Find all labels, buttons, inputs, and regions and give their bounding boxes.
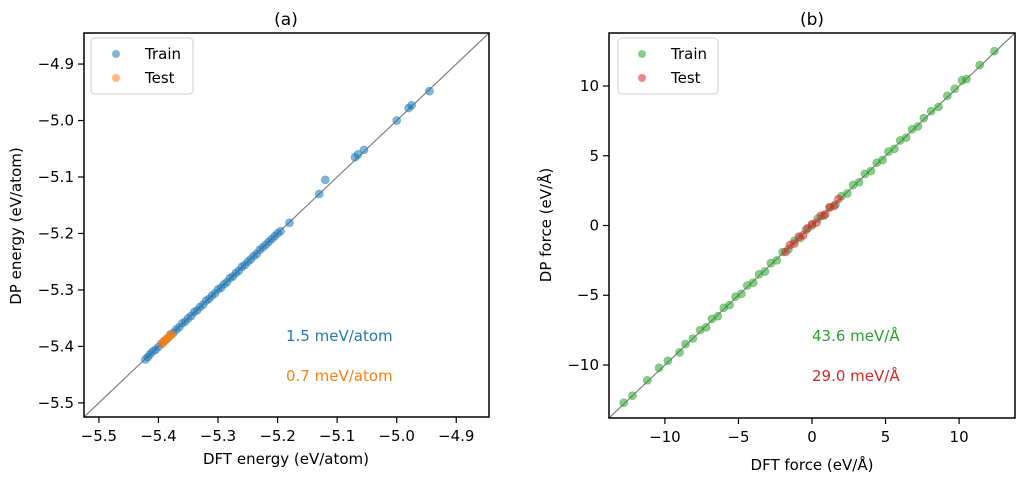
data-point-test xyxy=(812,218,821,228)
plot-area: −10 −5 0 5 10 −10 −5 0 5 10 xyxy=(567,32,1016,446)
data-point-train xyxy=(737,289,746,299)
y-tick-label: 10 xyxy=(580,77,599,95)
legend-label-train: Train xyxy=(670,45,707,63)
data-point-test xyxy=(829,201,839,211)
y-axis-label: DP force (eV/Å) xyxy=(536,168,555,282)
data-point-train xyxy=(934,102,943,112)
data-point-test xyxy=(820,210,830,219)
legend-marker-test xyxy=(638,74,646,82)
x-axis-label: DFT energy (eV/atom) xyxy=(203,450,369,468)
legend-label-train: Train xyxy=(144,45,181,63)
train-error-annotation: 43.6 meV/Å xyxy=(812,326,900,345)
data-point-train xyxy=(688,334,698,343)
data-point-train xyxy=(878,155,887,165)
plot-area: −5.5 −5.4 −5.3 −5.2 −5.1 −5.0 −4.9 −5.5 −5.4 −5.3… xyxy=(38,32,490,445)
axes-frame xyxy=(83,32,490,418)
x-tick-label: −5.3 xyxy=(200,427,236,445)
data-point-train xyxy=(407,100,416,110)
data-point-test xyxy=(834,194,843,204)
y-tick-label: −5.5 xyxy=(38,394,74,412)
x-tick-label: −5.1 xyxy=(319,427,355,445)
data-point-test xyxy=(798,230,808,240)
y-tick-label: −5.1 xyxy=(38,168,74,186)
train-error-annotation: 1.5 meV/atom xyxy=(286,327,393,345)
x-axis-label: DFT force (eV/Å) xyxy=(751,455,874,474)
data-point-train xyxy=(276,226,285,236)
y-tick-label: −5.0 xyxy=(38,112,74,130)
legend-label-test: Test xyxy=(670,69,701,87)
data-point-train xyxy=(901,133,911,142)
x-tick-label: −5 xyxy=(727,428,749,446)
legend-marker-train xyxy=(112,50,120,58)
data-point-train xyxy=(642,376,652,385)
x-tick-label: 5 xyxy=(881,428,891,446)
data-layer xyxy=(609,33,1015,418)
y-tick-label: −5.4 xyxy=(38,337,74,355)
x-tick-label: −5.2 xyxy=(259,427,295,445)
data-point-train xyxy=(285,218,294,228)
y-tick-label: −5 xyxy=(577,286,599,304)
data-point-train xyxy=(913,122,923,131)
test-error-annotation: 29.0 meV/Å xyxy=(812,366,900,385)
chart-title: (b) xyxy=(800,10,824,30)
legend-marker-test xyxy=(112,74,120,82)
data-point-train xyxy=(843,189,852,198)
data-point-train xyxy=(854,177,864,187)
y-axis-label: DP energy (eV/atom) xyxy=(7,147,25,305)
data-point-train xyxy=(619,398,629,407)
x-tick-label: −5.0 xyxy=(378,427,414,445)
test-error-annotation: 0.7 meV/atom xyxy=(286,367,393,385)
y-tick-label: −4.9 xyxy=(38,55,74,73)
y-tick-label: 5 xyxy=(589,147,599,165)
data-point-train xyxy=(314,189,324,199)
legend-marker-train xyxy=(638,50,646,58)
x-tick-label: −5.5 xyxy=(81,427,117,445)
x-tick-label: −10 xyxy=(649,428,681,446)
data-point-train xyxy=(975,60,984,70)
legend: Train Test xyxy=(90,37,194,95)
data-point-train xyxy=(890,144,899,154)
data-point-train xyxy=(654,363,664,373)
data-point-train xyxy=(772,256,781,265)
y-tick-label: −5.3 xyxy=(38,281,74,299)
data-point-train xyxy=(943,91,952,101)
data-point-train xyxy=(926,106,936,116)
data-point-test xyxy=(781,247,790,257)
data-point-train xyxy=(725,300,734,310)
data-point-train xyxy=(359,145,369,155)
data-point-train xyxy=(919,113,929,123)
y-tick-label: −10 xyxy=(567,356,599,374)
data-point-train xyxy=(681,339,690,349)
x-tick-label: −5.4 xyxy=(140,427,176,445)
legend-label-test: Test xyxy=(144,69,175,87)
data-point-train xyxy=(760,267,770,276)
data-point-train xyxy=(425,86,434,96)
y-tick-label: 0 xyxy=(589,217,599,235)
data-point-train xyxy=(713,311,723,321)
legend: Train Test xyxy=(617,37,719,95)
data-layer xyxy=(84,33,489,417)
data-point-train xyxy=(392,116,401,125)
data-point-train xyxy=(663,356,673,366)
x-tick-label: 10 xyxy=(950,428,969,446)
data-point-train xyxy=(675,348,684,357)
data-point-train xyxy=(950,84,959,94)
x-tick-label: 0 xyxy=(807,428,817,446)
data-point-train xyxy=(353,150,363,159)
chart-title: (a) xyxy=(274,10,298,30)
y-tick-label: −5.2 xyxy=(38,224,74,242)
data-point-train xyxy=(962,74,971,84)
data-point-test xyxy=(167,330,176,339)
data-point-train xyxy=(866,166,876,176)
data-point-train xyxy=(748,278,758,287)
energy-parity-panel: (a) −5.5 −5.4 −5.3 −5.2 −5.1 −5.0 −4.9 −5.5 −5.4… xyxy=(7,10,490,468)
x-tick-label: −4.9 xyxy=(438,427,474,445)
data-point-train xyxy=(990,46,999,56)
data-point-test xyxy=(790,239,799,248)
data-point-train xyxy=(320,175,330,185)
data-point-train xyxy=(628,391,637,400)
data-point-train xyxy=(701,323,711,332)
